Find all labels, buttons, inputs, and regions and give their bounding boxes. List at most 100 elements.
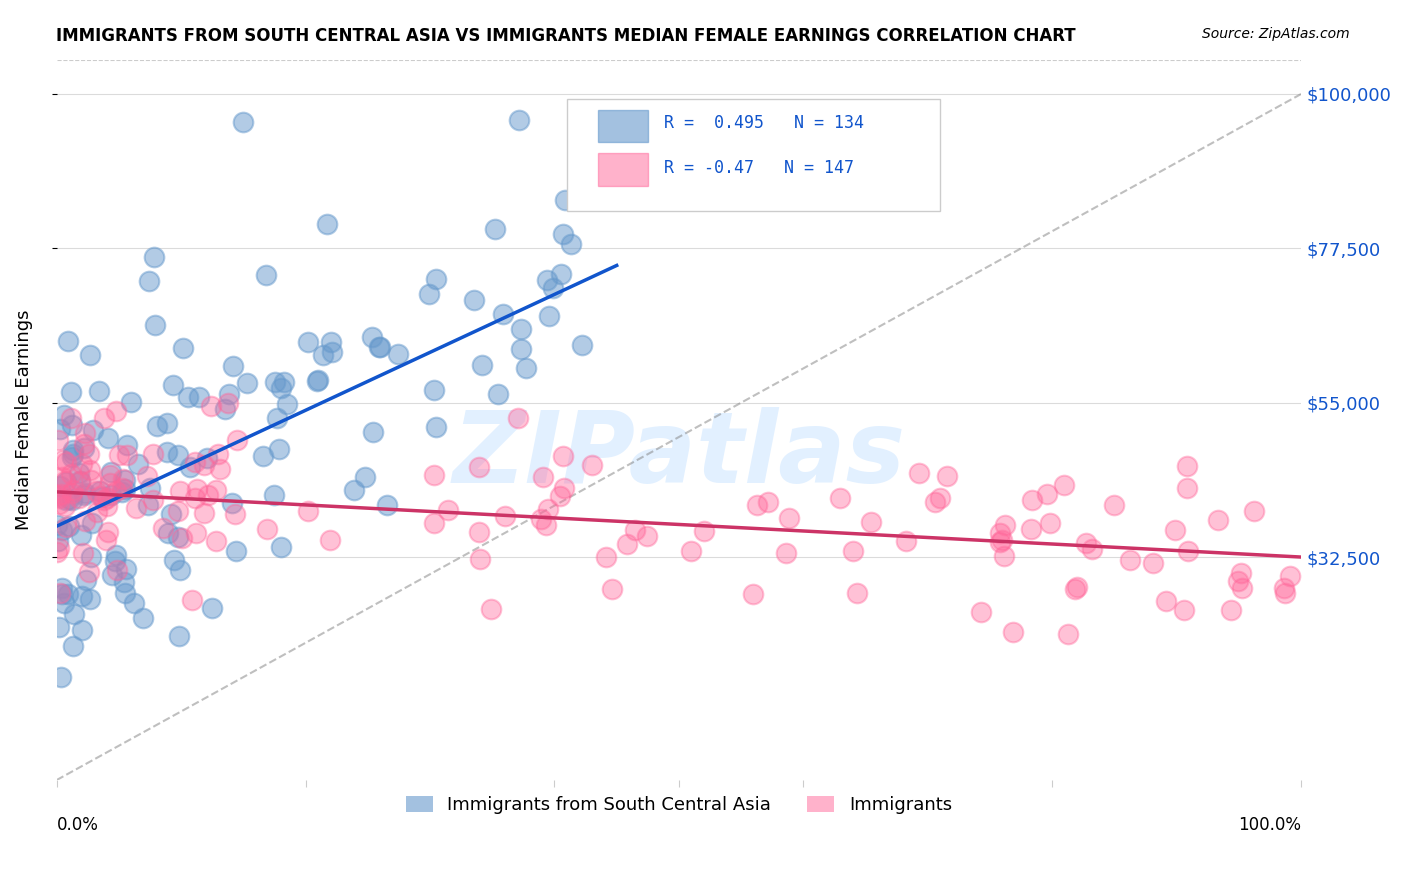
Point [423,468,446,483]
Point [353,470,375,484]
Point [266,411,288,425]
Point [270,381,292,395]
Point [100,465,122,479]
Point [468,459,491,474]
Point [166,530,188,544]
Point [181,593,204,607]
Point [571,338,593,352]
Text: 100.0%: 100.0% [1239,816,1302,834]
Point [510,322,533,336]
Bar [598,110,648,143]
Text: R = -0.47   N = 147: R = -0.47 N = 147 [664,159,853,177]
Point [553,481,575,495]
Point [53,500,76,514]
Point [60,492,83,507]
Point [1226,574,1249,588]
Point [1164,524,1187,538]
Point [509,342,531,356]
Point [624,523,647,537]
Point [67,491,90,505]
Point [550,267,572,281]
Point [162,378,184,392]
Point [77,566,100,580]
Point [1076,535,1098,549]
Point [62,447,84,461]
Point [79,591,101,606]
Point [423,384,446,398]
Point [1175,481,1198,495]
Point [114,473,136,487]
Point [115,562,138,576]
Point [49,478,72,492]
Point [463,293,485,308]
Point [56,587,79,601]
Point [46,517,69,532]
Point [778,510,800,524]
Point [96,491,118,505]
Point [553,227,575,241]
Point [70,528,93,542]
Point [224,507,246,521]
Point [146,418,169,433]
Point [138,274,160,288]
Point [924,494,946,508]
Point [1057,627,1080,641]
Point [845,586,868,600]
Point [70,458,93,472]
Point [143,250,166,264]
Point [131,611,153,625]
Point [222,359,245,373]
Point [1080,542,1102,557]
Point [75,573,97,587]
Point [775,546,797,560]
Point [1272,581,1295,595]
Point [267,442,290,457]
Point [830,491,852,505]
Point [172,341,194,355]
Point [98,468,121,483]
Point [537,501,560,516]
Point [297,504,319,518]
Point [51,587,73,601]
Point [100,488,122,502]
Point [470,552,492,566]
Point [232,115,254,129]
Point [209,461,232,475]
Point [1278,569,1301,583]
Point [494,508,516,523]
Point [423,516,446,530]
Point [60,418,83,433]
Text: ZIPatlas: ZIPatlas [453,408,905,504]
Point [75,515,97,529]
Point [217,396,239,410]
Point [859,515,882,529]
Point [343,483,366,498]
Point [184,491,207,505]
Point [368,340,391,354]
Point [89,483,111,498]
Point [468,525,491,540]
Legend: Immigrants from South Central Asia, Immigrants: Immigrants from South Central Asia, Immi… [399,789,959,822]
Point [46,433,69,447]
Point [49,487,72,501]
Point [252,449,274,463]
Point [139,482,162,496]
Point [907,466,929,480]
Bar [598,153,648,186]
Point [506,411,529,425]
Point [112,575,135,590]
Point [1119,552,1142,566]
Point [72,546,94,560]
Point [80,473,103,487]
Point [693,524,716,538]
Point [62,483,84,498]
Point [273,375,295,389]
Point [747,498,769,512]
Point [63,607,86,621]
Point [60,486,83,500]
Point [225,544,247,558]
Point [48,620,70,634]
Point [93,410,115,425]
Point [84,484,107,499]
Point [89,490,111,504]
